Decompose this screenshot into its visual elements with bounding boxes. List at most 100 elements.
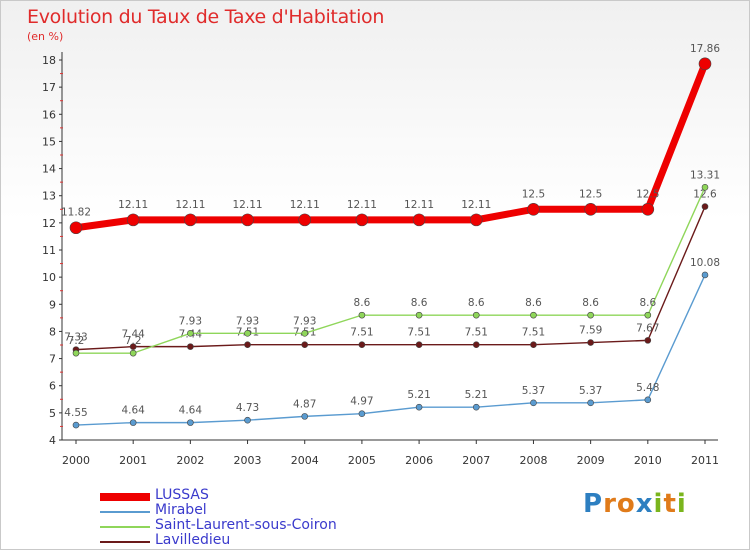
data-label: 12.5 <box>579 188 602 200</box>
data-point <box>641 202 655 216</box>
data-label: 12.11 <box>404 199 434 211</box>
data-label: 7.93 <box>179 315 202 327</box>
y-tick-label: 10 <box>42 271 56 284</box>
legend-swatch <box>100 541 150 543</box>
logo-letter: i <box>676 489 687 519</box>
y-tick-label: 11 <box>42 244 56 257</box>
legend-swatch <box>100 511 150 513</box>
data-point <box>355 213 369 227</box>
data-point <box>358 311 366 319</box>
logo-letter: r <box>603 489 617 519</box>
data-label: 5.21 <box>465 389 488 401</box>
y-tick-label: 7 <box>49 353 56 366</box>
legend-label: LUSSAS <box>155 487 209 503</box>
y-tick-label: 18 <box>42 54 56 67</box>
data-label: 5.48 <box>636 382 659 394</box>
data-label: 7.51 <box>522 327 545 339</box>
data-label: 8.6 <box>411 297 428 309</box>
data-label: 7.93 <box>236 315 259 327</box>
chart-unit: (en %) <box>27 30 64 43</box>
data-point <box>241 213 254 227</box>
data-label: 5.21 <box>407 389 430 401</box>
series-line <box>75 274 706 426</box>
data-label: 12.5 <box>522 188 545 200</box>
data-label: 7.59 <box>579 325 602 337</box>
logo-letter: x <box>635 489 654 519</box>
data-label: 4.55 <box>64 407 87 419</box>
y-tick-label: 13 <box>42 190 56 203</box>
data-label: 7.2 <box>125 335 142 347</box>
data-point <box>358 410 366 417</box>
data-point <box>472 403 480 411</box>
data-label: 12.5 <box>636 188 659 200</box>
proxiti-logo: Proxiti <box>583 489 687 519</box>
data-label: 4.73 <box>236 402 259 414</box>
data-point <box>187 330 194 337</box>
data-point <box>412 213 426 227</box>
data-point <box>298 213 312 227</box>
data-point <box>527 202 540 216</box>
data-point <box>184 213 197 227</box>
x-tick-label: 2000 <box>62 454 90 467</box>
logo-letter: P <box>583 489 604 519</box>
series-line <box>75 62 709 232</box>
data-label: 4.64 <box>179 405 203 417</box>
legend-label: Lavilledieu <box>155 532 231 548</box>
data-label: 12.11 <box>175 199 205 211</box>
logo-letter: t <box>663 489 677 519</box>
data-label: 8.6 <box>639 297 656 309</box>
data-point <box>644 396 652 404</box>
data-point <box>644 311 652 319</box>
data-label: 8.6 <box>582 297 599 309</box>
data-point <box>301 341 309 349</box>
data-label: 7.67 <box>636 322 659 334</box>
data-point <box>415 341 423 349</box>
data-label: 12.11 <box>461 199 491 211</box>
data-label: 12.11 <box>233 199 263 211</box>
x-tick-label: 2002 <box>176 454 204 467</box>
y-tick-label: 17 <box>42 81 56 94</box>
data-point <box>698 57 712 71</box>
data-point <box>301 330 309 337</box>
x-tick-label: 2009 <box>577 454 605 467</box>
x-tick-label: 2007 <box>462 454 490 467</box>
data-point <box>587 311 594 319</box>
legend-label: Saint-Laurent-sous-Coiron <box>155 517 337 533</box>
logo-letter: o <box>616 489 636 519</box>
data-point <box>129 343 137 350</box>
data-point <box>244 341 251 349</box>
chart-title: Evolution du Taux de Taxe d'Habitation <box>27 6 385 28</box>
y-tick-label: 16 <box>42 108 56 121</box>
data-label: 12.6 <box>693 189 717 201</box>
data-label: 12.11 <box>290 199 320 211</box>
data-label: 4.64 <box>121 405 145 417</box>
data-label: 13.31 <box>690 169 720 181</box>
data-label: 7.33 <box>64 332 87 344</box>
logo-letter: i <box>653 489 664 519</box>
data-label: 4.97 <box>350 396 373 408</box>
data-label: 7.2 <box>68 335 85 347</box>
x-tick-label: 2006 <box>405 454 433 467</box>
data-point <box>701 271 709 279</box>
y-tick-label: 6 <box>49 380 56 393</box>
data-label: 12.11 <box>118 199 148 211</box>
data-point <box>701 203 709 210</box>
data-point <box>358 341 366 349</box>
data-point <box>415 403 423 411</box>
legend-swatch <box>100 526 150 528</box>
data-point <box>301 413 309 420</box>
data-point <box>187 343 194 350</box>
data-label: 10.08 <box>690 257 720 269</box>
data-label: 5.37 <box>579 385 602 397</box>
data-label: 7.51 <box>350 327 373 339</box>
data-point <box>415 311 423 319</box>
data-label: 8.6 <box>525 297 542 309</box>
y-tick-label: 15 <box>42 135 56 148</box>
data-label: 5.37 <box>522 385 545 397</box>
data-point <box>472 311 480 319</box>
data-point <box>530 399 537 407</box>
data-point <box>530 311 537 319</box>
series-line <box>75 206 706 351</box>
